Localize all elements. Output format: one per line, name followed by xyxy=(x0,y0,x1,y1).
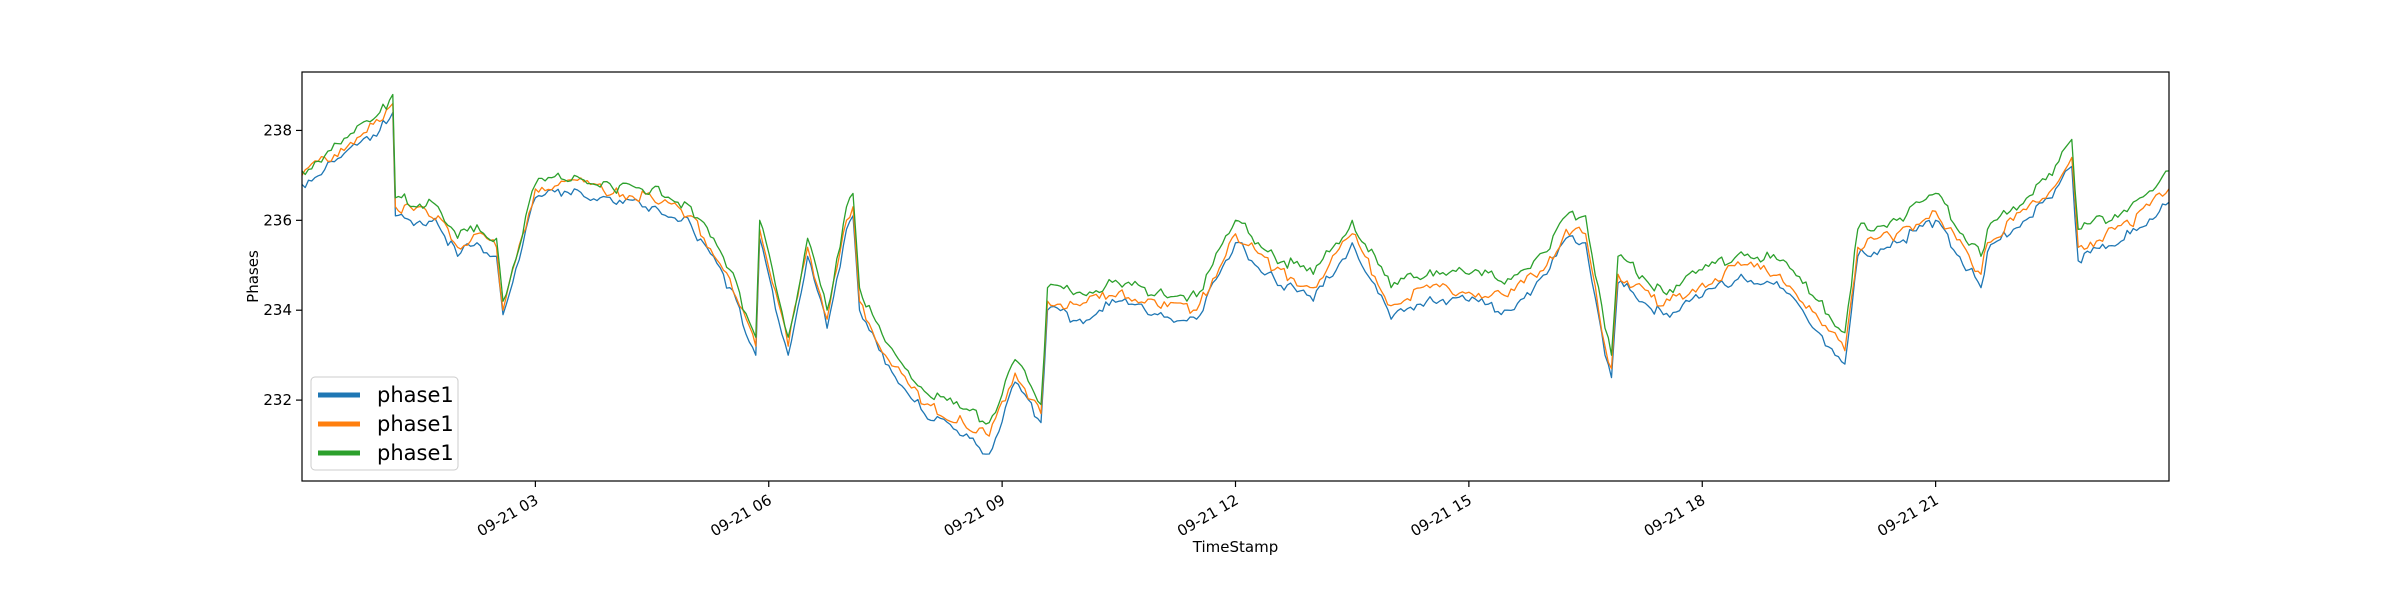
y-axis-label: Phases xyxy=(244,250,262,303)
y-tick-label: 238 xyxy=(263,121,292,139)
legend-label: phase1 xyxy=(377,412,454,436)
legend-label: phase1 xyxy=(377,383,454,407)
x-tick-label: 09-21 03 xyxy=(474,491,541,540)
series-line-3 xyxy=(301,93,2170,425)
plot-area xyxy=(301,93,2170,455)
x-tick-label: 09-21 09 xyxy=(941,491,1008,540)
series-line-1 xyxy=(301,111,2170,455)
y-axis: 232 234 236 238 xyxy=(263,121,302,409)
axes-frame xyxy=(301,71,2170,482)
x-tick-label: 09-21 06 xyxy=(707,491,774,540)
x-tick-label: 09-21 21 xyxy=(1874,491,1941,540)
x-tick-label: 09-21 12 xyxy=(1174,491,1241,540)
x-tick-label: 09-21 15 xyxy=(1407,491,1474,540)
y-tick-label: 232 xyxy=(263,391,292,409)
series-line-2 xyxy=(301,102,2170,437)
legend-box xyxy=(310,376,459,471)
legend-label: phase1 xyxy=(377,441,454,465)
legend: phase1 phase1 phase1 xyxy=(310,376,459,471)
x-axis: 09-21 03 09-21 06 09-21 09 09-21 12 09-21 15… xyxy=(474,481,1942,540)
y-tick-label: 234 xyxy=(263,301,292,319)
y-tick-label: 236 xyxy=(263,211,292,229)
x-tick-label: 09-21 18 xyxy=(1641,491,1708,540)
x-axis-label: TimeStamp xyxy=(1192,538,1278,556)
